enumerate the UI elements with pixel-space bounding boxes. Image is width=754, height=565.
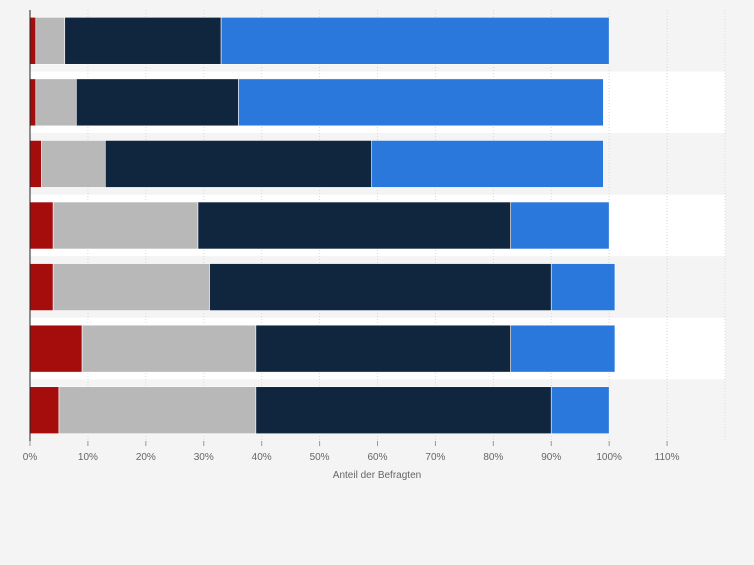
x-tick-label: 70% [425, 452, 445, 463]
bar-segment [220, 16, 610, 65]
bar-segment [35, 16, 66, 65]
bar-segment [550, 386, 610, 435]
x-tick-label: 90% [541, 452, 561, 463]
bar-segment [76, 78, 239, 127]
bar-segment [52, 201, 199, 250]
bar-segment [255, 386, 552, 435]
bar-segment [197, 201, 512, 250]
x-tick-label: 100% [596, 452, 622, 463]
bar-segment [550, 263, 616, 311]
x-axis-ticks: 0% 10% 20% 30% 40% 50% 60% 70% 80% 90% 100% 110% [23, 441, 680, 463]
bar-segment [29, 16, 37, 65]
x-tick-label: 30% [194, 452, 214, 463]
x-tick-label: 0% [23, 452, 38, 463]
bar-segment [52, 263, 210, 311]
x-tick-label: 40% [252, 452, 272, 463]
bar-segment [510, 201, 610, 250]
bar-segment [510, 324, 616, 373]
bar-segment [81, 324, 257, 373]
x-tick-label: 10% [78, 452, 98, 463]
bar-segment [238, 78, 604, 127]
x-tick-label: 110% [655, 452, 680, 463]
x-tick-label: 20% [136, 452, 156, 463]
bar-segment [58, 386, 257, 435]
bar-segment [255, 324, 512, 373]
bar-segment [29, 324, 83, 373]
bar-segment [41, 140, 106, 188]
x-tick-label: 80% [483, 452, 503, 463]
bar-segment [371, 140, 604, 188]
x-tick-label: 50% [310, 452, 330, 463]
bar-segment [29, 140, 42, 188]
x-axis-title: Anteil der Befragten [333, 470, 421, 481]
x-tick-label: 60% [367, 452, 387, 463]
bar-segment [209, 263, 552, 311]
bar-segment [64, 16, 222, 65]
bar-segment [104, 140, 373, 188]
bar-segment [29, 78, 37, 127]
bar-segment [29, 263, 54, 311]
bar-segment [35, 78, 77, 127]
bar-segment [29, 201, 54, 250]
bar-segments [29, 16, 616, 435]
bar-segment [29, 386, 60, 435]
